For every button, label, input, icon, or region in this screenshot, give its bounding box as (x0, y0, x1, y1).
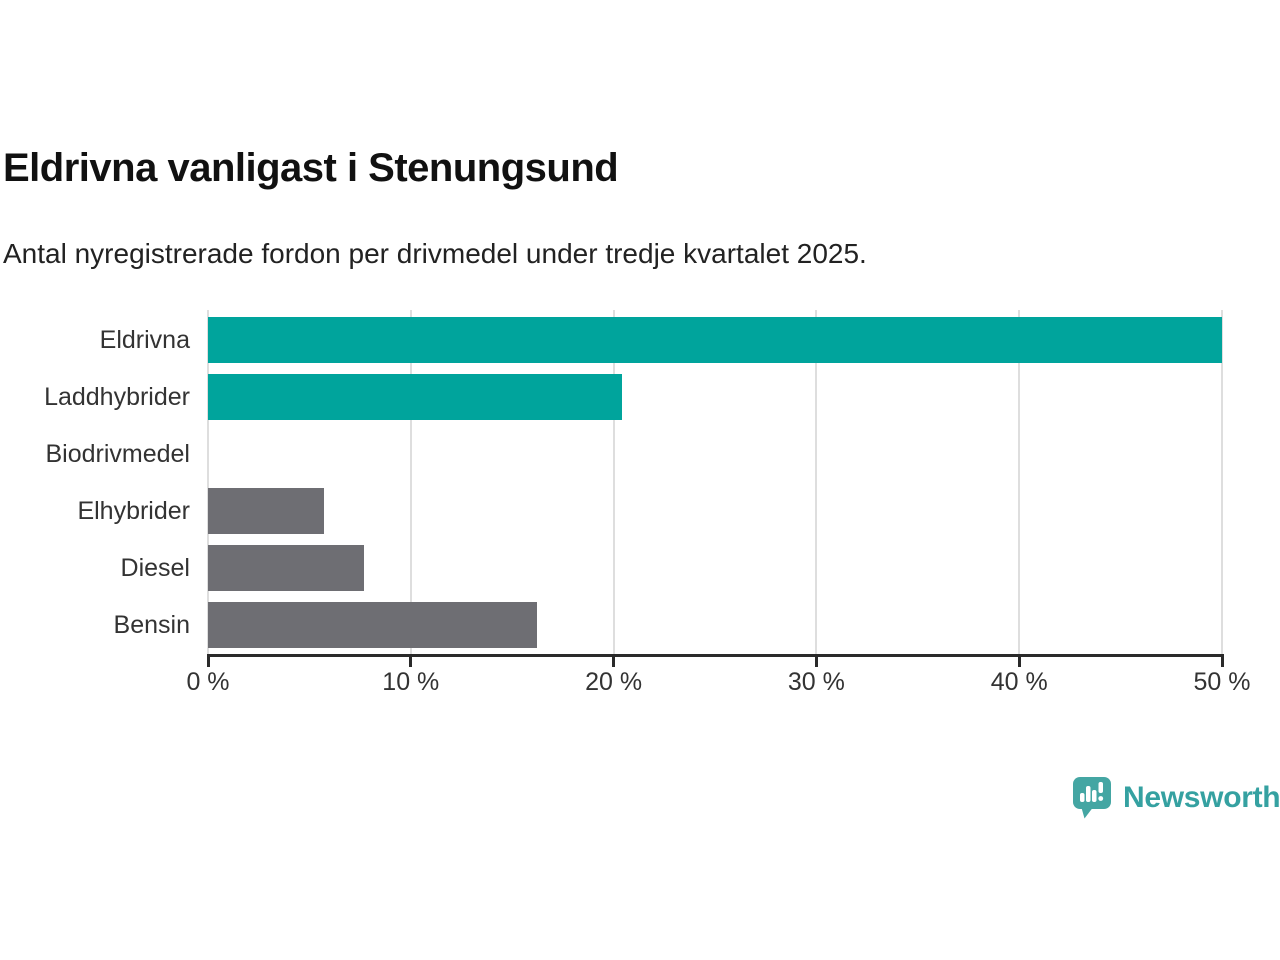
category-label: Laddhybrider (44, 383, 190, 411)
x-tick-label: 50 % (1193, 668, 1251, 696)
chart-subtitle: Antal nyregistrerade fordon per drivmede… (3, 238, 867, 269)
x-tick-label: 10 % (382, 668, 440, 696)
chart-title: Eldrivna vanligast i Stenungsund (3, 146, 619, 190)
x-tick (1017, 654, 1021, 667)
x-tick-label: 30 % (787, 668, 845, 696)
x-tick (1220, 654, 1224, 667)
category-label: Biodrivmedel (45, 440, 190, 468)
category-label: Bensin (113, 611, 190, 639)
gridline (1221, 310, 1223, 655)
category-label: Diesel (120, 554, 190, 582)
x-tick-label: 0 % (186, 668, 230, 696)
bar-bensin (208, 602, 537, 648)
x-tick-label: 40 % (990, 668, 1048, 696)
gridline (1018, 310, 1021, 655)
plot-area (207, 310, 1223, 655)
bar-diesel (208, 545, 365, 591)
category-label: Elhybrider (77, 497, 190, 525)
newsworthy-logo: Newsworthy (1072, 776, 1280, 819)
bar-laddhybrider (208, 374, 622, 420)
x-tick (612, 654, 616, 667)
x-tick (409, 654, 413, 667)
newsworthy-logo-text: Newsworthy (1123, 780, 1280, 814)
x-axis-line (208, 654, 1224, 657)
gridline (409, 310, 412, 655)
x-tick (206, 654, 210, 667)
gridline (612, 310, 615, 655)
category-label: Eldrivna (99, 326, 190, 354)
x-tick-label: 20 % (585, 668, 643, 696)
x-tick (814, 654, 818, 667)
y-axis-labels: Eldrivna Laddhybrider Biodrivmedel Elhybrid… (0, 310, 190, 655)
bar-chart-speech-bubble-icon (1073, 777, 1111, 819)
bar-elhybrider (208, 488, 324, 534)
gridline (207, 310, 209, 655)
bar-eldrivna (208, 317, 1222, 363)
gridline (815, 310, 818, 655)
